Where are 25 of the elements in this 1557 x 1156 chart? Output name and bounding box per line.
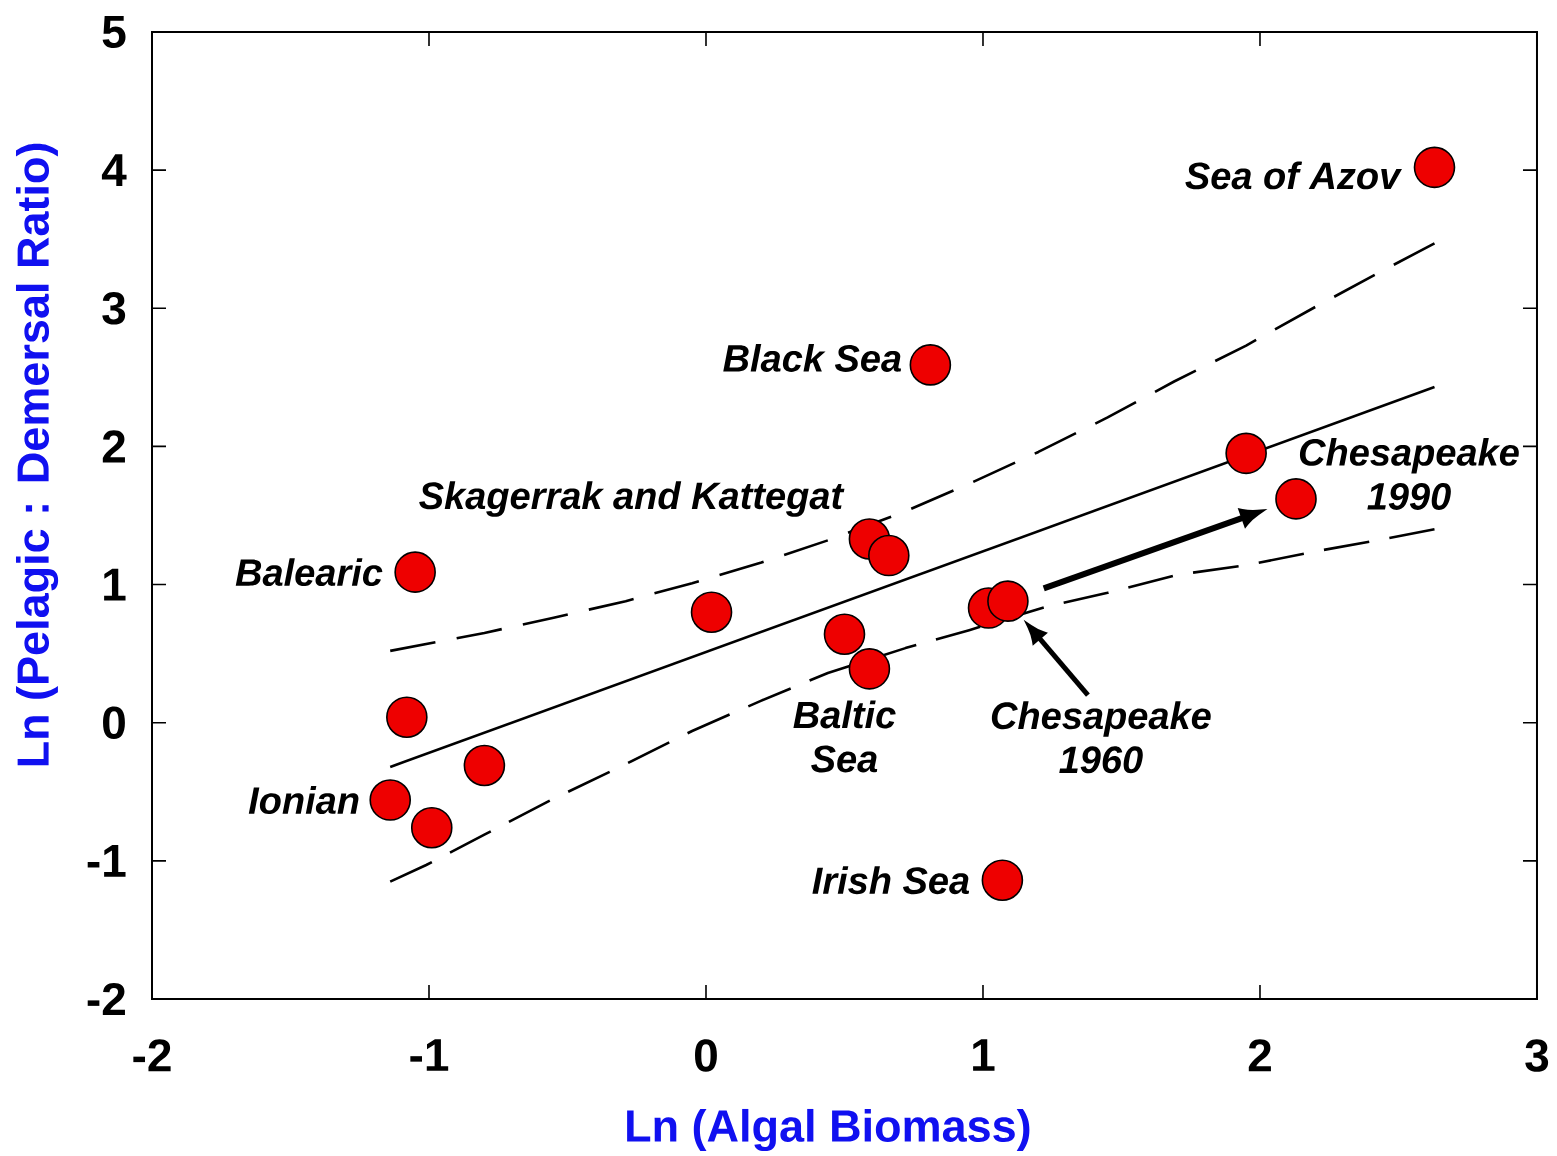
annotation: Chesapeake 1960	[991, 701, 1211, 774]
y-tick-label: 3	[102, 291, 126, 325]
y-tick-label: -2	[87, 982, 125, 1016]
x-axis-title: Ln (Algal Biomass)	[627, 1108, 1030, 1152]
annotation: Chesapeake 1990	[1299, 437, 1519, 510]
x-tick-label: 0	[695, 1039, 717, 1072]
annotation: Sea of Azov	[1185, 161, 1402, 190]
y-tick-label: 0	[103, 706, 125, 739]
y-tick-label: 5	[102, 15, 126, 49]
annotation: Irish Sea	[812, 866, 970, 895]
annotation: Ionian	[248, 786, 359, 815]
x-tick-label: 2	[1248, 1039, 1271, 1072]
y-tick-label: 4	[101, 154, 127, 186]
y-tick-label: 1	[104, 568, 126, 601]
x-tick-label: 1	[973, 1039, 995, 1071]
x-tick-label: -2	[133, 1039, 171, 1072]
y-tick-label: -1	[87, 845, 126, 877]
annotation: Black Sea	[723, 343, 901, 372]
annotation: Skagerrak and Kattegat	[419, 481, 845, 517]
x-tick-label: -1	[410, 1039, 449, 1071]
x-tick-label: 3	[1525, 1039, 1549, 1072]
annotation: Baltic Sea	[793, 700, 896, 773]
y-axis-title: Ln (Pelagic : Demersal Ratio)	[15, 143, 59, 766]
y-tick-label: 2	[102, 430, 125, 463]
annotation: Balearic	[235, 558, 383, 587]
